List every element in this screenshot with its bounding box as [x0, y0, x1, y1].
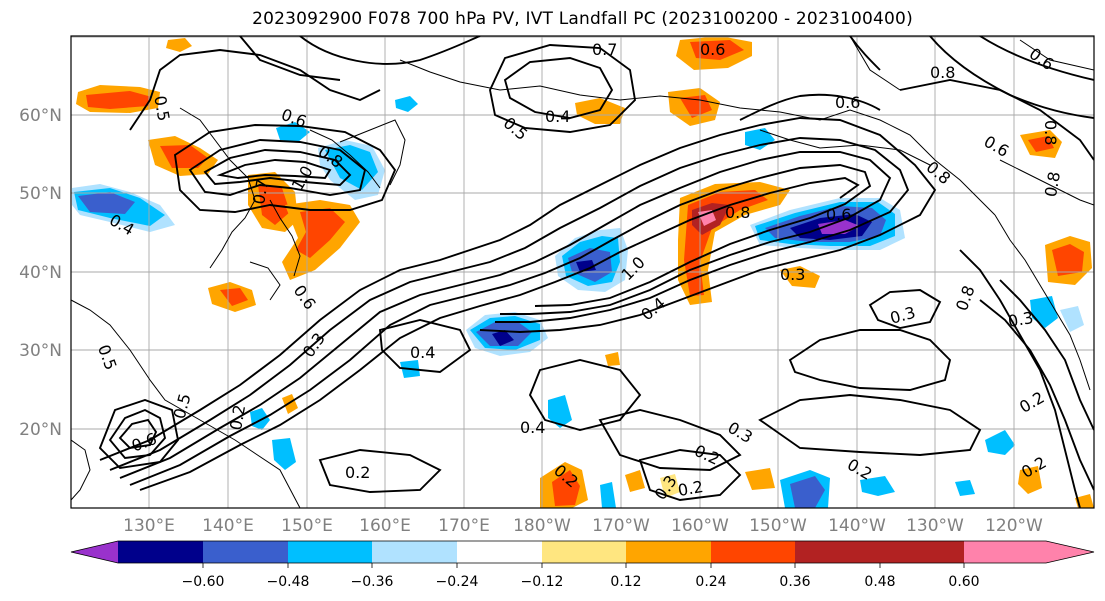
lat-label: 40°N — [19, 263, 62, 283]
lon-label: 130°E — [123, 516, 175, 536]
colorbar-tick-label: −0.24 — [436, 574, 479, 590]
contour-label: 0.7 — [249, 177, 272, 205]
lon-label: 170°W — [592, 516, 650, 536]
lon-label: 130°W — [906, 516, 964, 536]
lon-label: 150°E — [281, 516, 333, 536]
contour-label: 0.8 — [1041, 170, 1064, 198]
contour-label: 0.4 — [410, 343, 435, 362]
colorbar-tick-label: 0.36 — [779, 574, 810, 590]
colorbar-segment — [711, 541, 795, 563]
colorbar-segment — [880, 541, 964, 563]
contour-label: 0.6 — [826, 205, 851, 224]
colorbar-segment — [795, 541, 880, 563]
contour-label: 0.3 — [1007, 308, 1035, 331]
lon-label: 170°E — [438, 516, 490, 536]
colorbar-tick-label: −0.12 — [521, 574, 564, 590]
coastlines — [71, 36, 1094, 508]
colorbar-extend-high — [964, 541, 1094, 563]
map-title: 2023092900 F078 700 hPa PV, IVT Landfall… — [252, 9, 913, 29]
contour-label: 0.5 — [150, 94, 173, 122]
colorbar-segment — [626, 541, 711, 563]
contour-label: 0.2 — [676, 477, 704, 500]
latitude-labels: 60°N 50°N 40°N 30°N 20°N — [19, 106, 62, 440]
colorbar: −0.60 −0.48 −0.36 −0.24 −0.12 0.12 0.24 … — [70, 540, 1095, 590]
longitude-labels: 130°E 140°E 150°E 160°E 170°E 180°W 170°… — [123, 516, 1043, 536]
colorbar-segment — [542, 541, 626, 563]
lon-label: 140°W — [828, 516, 886, 536]
colorbar-segment — [457, 541, 542, 563]
colorbar-tick-label: 0.12 — [610, 574, 641, 590]
colorbar-extend-low — [71, 541, 118, 563]
lon-label: 150°W — [749, 516, 807, 536]
colorbar-tick-label: −0.48 — [267, 574, 310, 590]
map-frame — [70, 35, 1095, 509]
colorbar-segment — [203, 541, 288, 563]
colorbar-segment — [288, 541, 372, 563]
lat-label: 60°N — [19, 106, 62, 126]
colorbar-tick-label: 0.60 — [948, 574, 979, 590]
contour-label: 0.8 — [725, 203, 750, 222]
contour-label: 0.7 — [592, 40, 617, 59]
lon-label: 160°E — [359, 516, 411, 536]
contour-label: 0.6 — [700, 40, 725, 59]
lon-label: 140°E — [202, 516, 254, 536]
lat-label: 20°N — [19, 420, 62, 440]
contour-label: 0.8 — [1041, 120, 1060, 145]
ivt-pc-shading — [72, 36, 1094, 508]
contour-label: 0.6 — [835, 93, 860, 112]
lon-label: 180°W — [513, 516, 571, 536]
lon-label: 120°W — [985, 516, 1043, 536]
lat-label: 30°N — [19, 341, 62, 361]
colorbar-tick-label: 0.48 — [864, 574, 895, 590]
contour-label: 0.4 — [520, 418, 545, 437]
colorbar-tick-label: 0.24 — [695, 574, 726, 590]
contour-label: 0.2 — [226, 403, 249, 431]
colorbar-segment — [372, 541, 457, 563]
lat-label: 50°N — [19, 184, 62, 204]
colorbar-segment — [118, 541, 203, 563]
colorbar-tick-label: −0.60 — [182, 574, 225, 590]
colorbar-tick-label: −0.36 — [351, 574, 394, 590]
contour-label: 0.4 — [545, 107, 570, 126]
contour-label: 0.3 — [780, 265, 805, 284]
colorbar-outline — [70, 540, 1095, 564]
contour-label: 0.2 — [345, 463, 370, 482]
pv-contours — [98, 36, 1094, 508]
contour-label: 0.8 — [930, 63, 955, 82]
lon-label: 160°W — [671, 516, 729, 536]
